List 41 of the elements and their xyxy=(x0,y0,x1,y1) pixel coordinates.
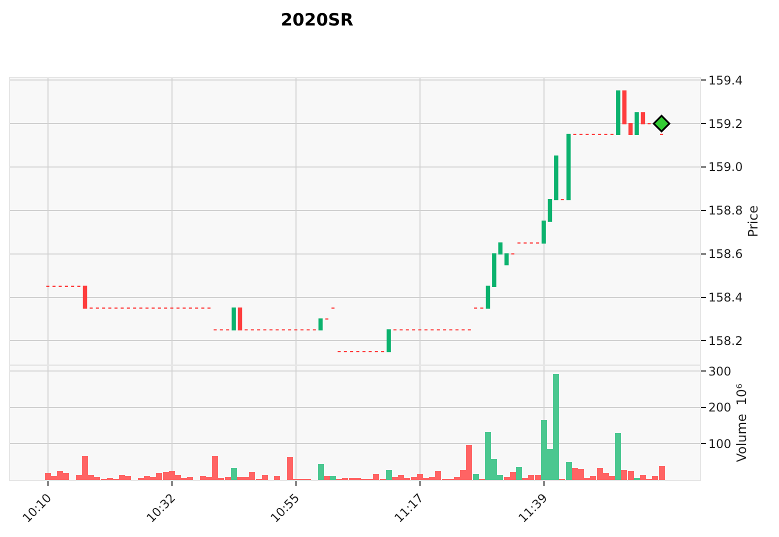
y-tick-label: 200 xyxy=(708,400,732,415)
candlestick xyxy=(232,308,236,330)
bar xyxy=(566,462,572,480)
candlestick xyxy=(486,286,490,309)
candlestick xyxy=(238,308,242,330)
y-tick-label: 159.0 xyxy=(708,160,743,174)
candlestick xyxy=(640,112,646,124)
bar xyxy=(330,476,336,480)
y-tick-label: 158.4 xyxy=(708,290,743,304)
candlestick xyxy=(498,242,502,254)
candlestick xyxy=(492,253,496,288)
chart-title: 2020SR xyxy=(280,10,354,30)
candlestick xyxy=(82,286,88,309)
y-tick-label: 158.2 xyxy=(708,334,743,348)
bar xyxy=(516,466,522,480)
bar xyxy=(324,476,330,480)
candlestick xyxy=(554,156,558,200)
candlestick xyxy=(318,318,323,330)
candlestick xyxy=(504,253,509,266)
bar xyxy=(274,476,280,480)
candlestick xyxy=(616,90,620,136)
y-axis-title: Volume 10⁶ xyxy=(734,384,750,462)
candlestick xyxy=(566,134,571,200)
y-tick-label: 159.2 xyxy=(708,116,743,131)
bar xyxy=(386,470,392,480)
bar xyxy=(615,432,621,480)
candlestick xyxy=(386,329,391,352)
y-tick-label: 158.6 xyxy=(708,247,743,262)
candlestick xyxy=(634,112,639,136)
candlestick xyxy=(542,220,546,244)
y-tick-label: 159.4 xyxy=(708,73,743,88)
bar xyxy=(318,464,324,480)
candlestick xyxy=(628,122,633,136)
y-tick-label: 158.8 xyxy=(708,204,743,218)
y-tick-label: 100 xyxy=(708,436,732,451)
bar xyxy=(473,474,479,480)
y-tick-label: 300 xyxy=(708,364,732,378)
candlestick xyxy=(622,90,626,124)
bar xyxy=(231,468,237,480)
candlestick xyxy=(548,198,552,222)
y-axis-title: Price xyxy=(746,205,762,238)
